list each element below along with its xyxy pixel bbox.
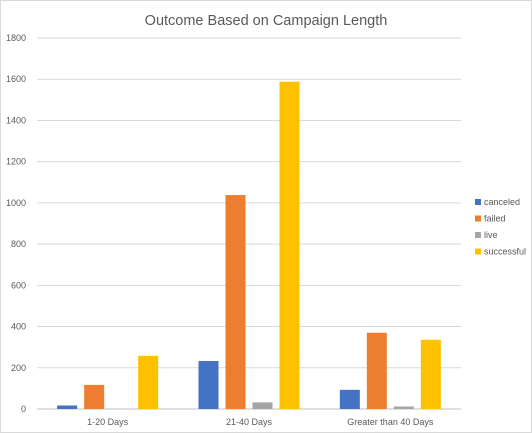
y-tick-label: 1800	[6, 33, 26, 43]
x-category-label: 21-40 Days	[226, 417, 273, 427]
bar-failed	[366, 332, 387, 409]
legend-swatch-live	[475, 232, 481, 238]
bar-failed	[225, 195, 246, 409]
x-category-label: 1-20 Days	[87, 417, 129, 427]
bar-successful	[279, 81, 300, 409]
gridlines	[37, 37, 461, 410]
legend-label-canceled: canceled	[484, 197, 520, 207]
legend-label-live: live	[484, 230, 498, 240]
y-tick-label: 1600	[6, 74, 26, 84]
y-tick-label: 400	[11, 322, 26, 332]
legend: canceled failed live successful	[475, 197, 526, 257]
y-tick-label: 800	[11, 239, 26, 249]
bar-canceled	[198, 360, 219, 409]
bar-successful	[138, 355, 159, 409]
bar-live	[252, 402, 273, 409]
y-axis-ticks: 0 200 400 600 800 1000 1200 1400 1600 1800	[6, 33, 26, 414]
x-category-label: Greater than 40 Days	[347, 417, 434, 427]
bars	[57, 81, 441, 409]
y-tick-label: 0	[21, 404, 26, 414]
y-tick-label: 200	[11, 363, 26, 373]
bar-successful	[420, 339, 441, 409]
legend-label-successful: successful	[484, 247, 526, 257]
legend-swatch-canceled	[475, 199, 481, 205]
bar-canceled	[339, 389, 360, 409]
bar-live	[393, 406, 414, 409]
legend-label-failed: failed	[484, 214, 506, 224]
x-axis-categories: 1-20 Days 21-40 Days Greater than 40 Days	[87, 417, 434, 427]
bar-canceled	[57, 405, 78, 409]
y-tick-label: 1200	[6, 157, 26, 167]
y-tick-label: 600	[11, 280, 26, 290]
bar-failed	[84, 384, 105, 409]
chart-title: Outcome Based on Campaign Length	[145, 13, 388, 29]
y-tick-label: 1400	[6, 115, 26, 125]
y-tick-label: 1000	[6, 198, 26, 208]
legend-swatch-failed	[475, 215, 481, 222]
legend-swatch-successful	[475, 248, 481, 255]
